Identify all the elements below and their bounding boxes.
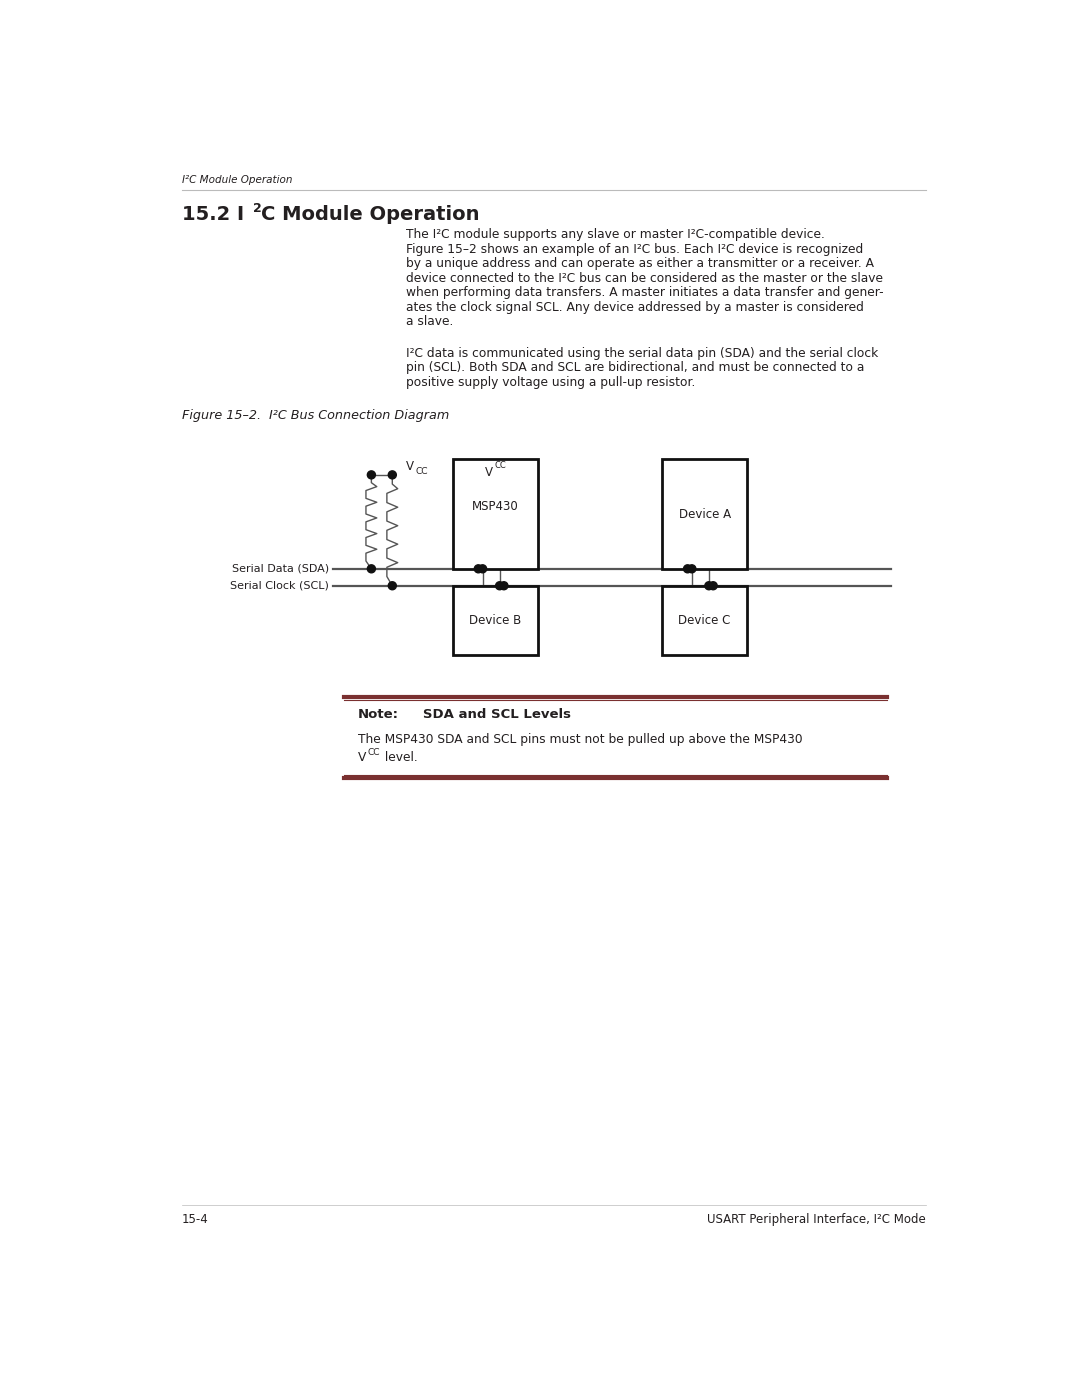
Text: The I²C module supports any slave or master I²C-compatible device.: The I²C module supports any slave or mas…: [406, 229, 825, 242]
Text: positive supply voltage using a pull-up resistor.: positive supply voltage using a pull-up …: [406, 376, 696, 388]
Text: when performing data transfers. A master initiates a data transfer and gener-: when performing data transfers. A master…: [406, 286, 883, 299]
Text: pin (SCL). Both SDA and SCL are bidirectional, and must be connected to a: pin (SCL). Both SDA and SCL are bidirect…: [406, 362, 865, 374]
Text: I²C data is communicated using the serial data pin (SDA) and the serial clock: I²C data is communicated using the seria…: [406, 346, 878, 360]
Text: USART Peripheral Interface, I²C Mode: USART Peripheral Interface, I²C Mode: [706, 1213, 926, 1225]
Bar: [453, 585, 538, 655]
Text: C Module Operation: C Module Operation: [261, 205, 480, 225]
Text: Serial Clock (SCL): Serial Clock (SCL): [230, 581, 328, 591]
Text: a slave.: a slave.: [406, 316, 454, 328]
Text: by a unique address and can operate as either a transmitter or a receiver. A: by a unique address and can operate as e…: [406, 257, 874, 271]
Circle shape: [367, 471, 376, 479]
Circle shape: [705, 581, 713, 590]
Text: 2: 2: [253, 203, 261, 215]
Text: SDA and SCL Levels: SDA and SCL Levels: [408, 708, 570, 721]
Circle shape: [389, 581, 396, 590]
Text: device connected to the I²C bus can be considered as the master or the slave: device connected to the I²C bus can be c…: [406, 272, 883, 285]
Text: Device A: Device A: [678, 507, 731, 521]
Text: V: V: [485, 465, 494, 479]
Text: CC: CC: [494, 461, 505, 469]
Circle shape: [710, 581, 717, 590]
Circle shape: [389, 471, 396, 479]
Text: Device B: Device B: [469, 613, 522, 627]
Circle shape: [496, 581, 503, 590]
Text: V: V: [406, 460, 415, 472]
Text: I²C Module Operation: I²C Module Operation: [181, 175, 292, 184]
Circle shape: [688, 564, 696, 573]
Circle shape: [367, 564, 376, 573]
Bar: [662, 585, 747, 655]
Text: ates the clock signal SCL. Any device addressed by a master is considered: ates the clock signal SCL. Any device ad…: [406, 300, 864, 314]
Text: MSP430: MSP430: [472, 500, 518, 513]
Text: Serial Data (SDA): Serial Data (SDA): [231, 564, 328, 574]
Circle shape: [474, 564, 483, 573]
Circle shape: [500, 581, 508, 590]
Text: Figure 15–2 shows an example of an I²C bus. Each I²C device is recognized: Figure 15–2 shows an example of an I²C b…: [406, 243, 864, 256]
Bar: [662, 460, 747, 569]
Text: level.: level.: [381, 752, 418, 764]
Text: Note:: Note:: [359, 708, 400, 721]
Text: Figure 15–2.  I²C Bus Connection Diagram: Figure 15–2. I²C Bus Connection Diagram: [181, 409, 449, 422]
Circle shape: [478, 564, 487, 573]
Circle shape: [684, 564, 691, 573]
Text: CC: CC: [367, 747, 379, 757]
Bar: [453, 460, 538, 569]
Text: V: V: [359, 752, 366, 764]
Text: The MSP430 SDA and SCL pins must not be pulled up above the MSP430: The MSP430 SDA and SCL pins must not be …: [359, 733, 802, 746]
Text: CC: CC: [415, 468, 428, 476]
Text: 15-4: 15-4: [181, 1213, 208, 1225]
Text: Device C: Device C: [678, 613, 731, 627]
Text: 15.2 I: 15.2 I: [181, 205, 244, 225]
